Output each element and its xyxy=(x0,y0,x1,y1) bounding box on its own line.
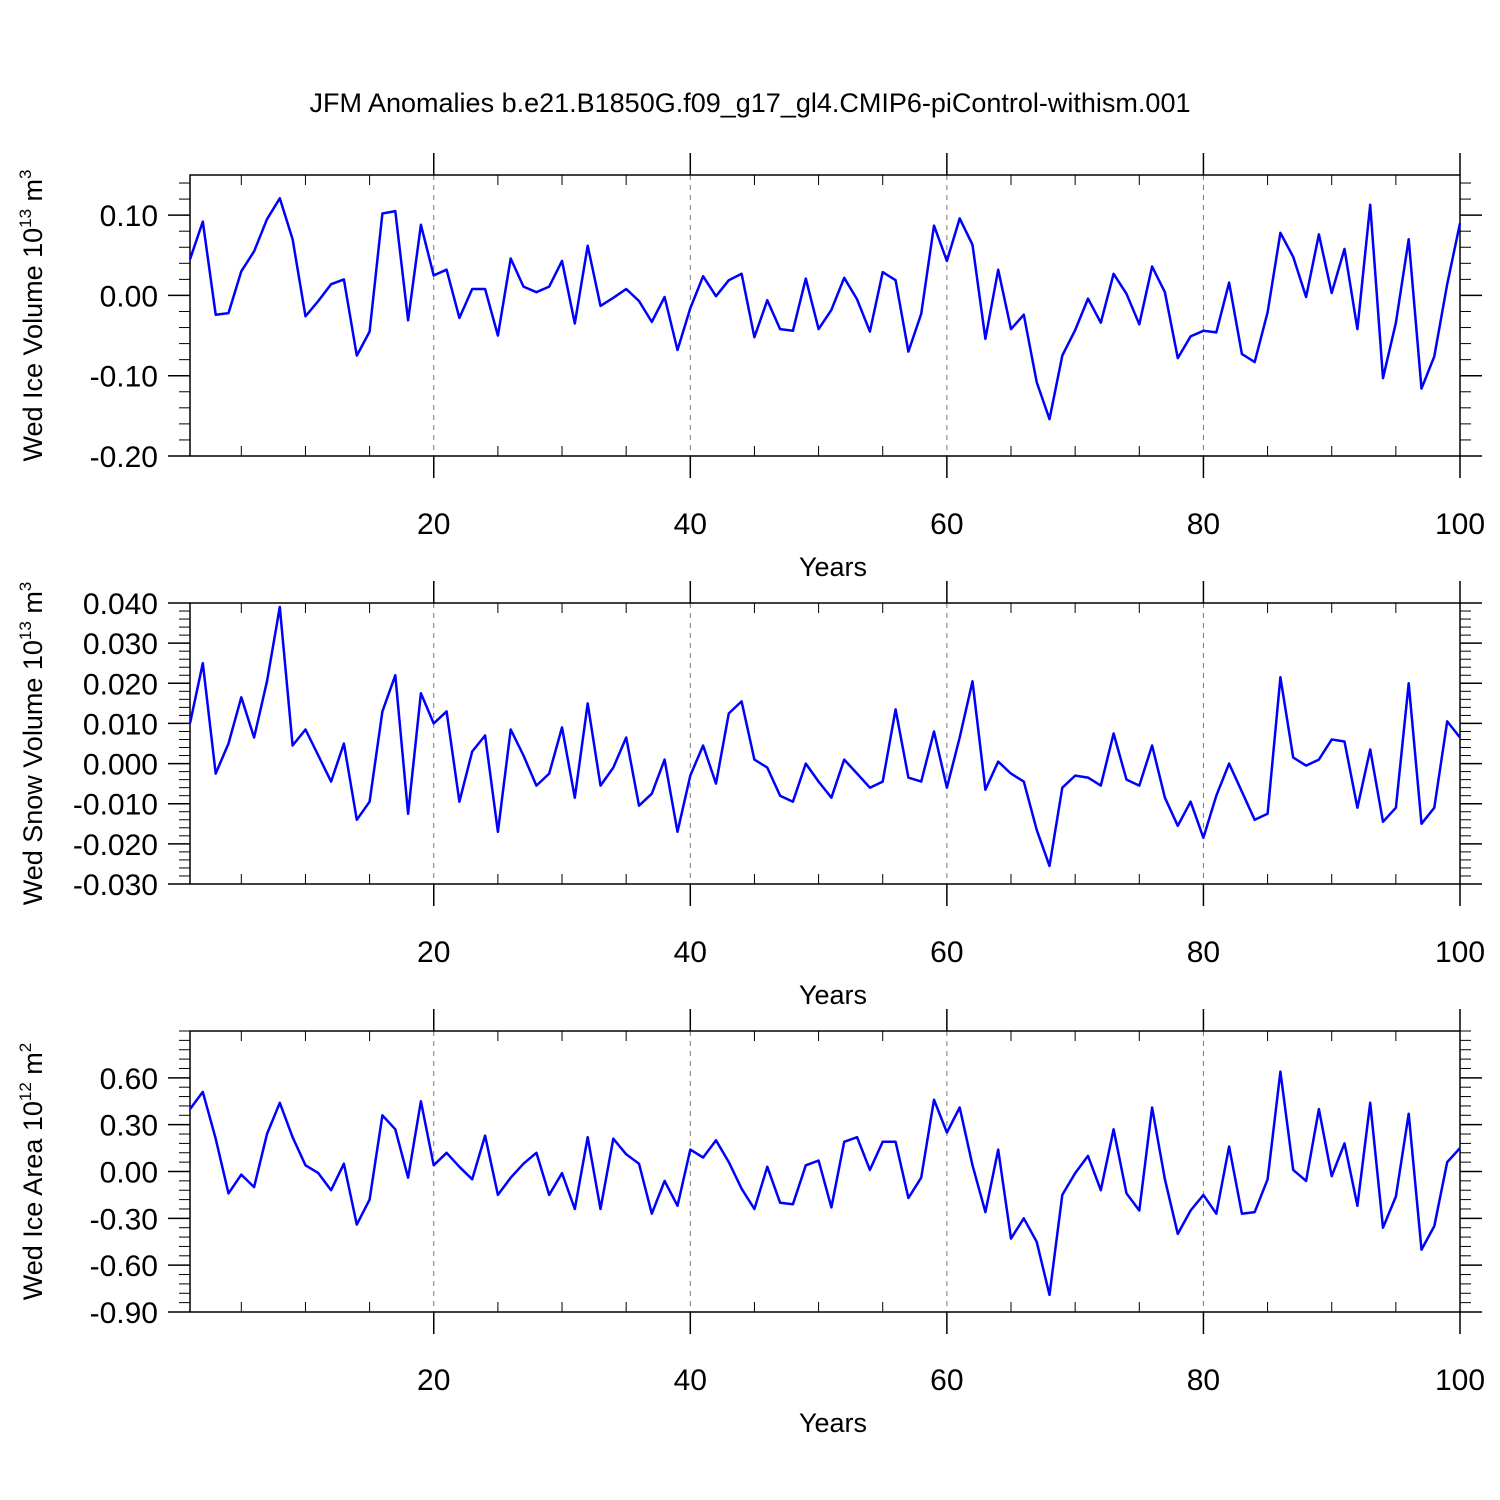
y-tick-label: 0.020 xyxy=(83,668,158,701)
x-tick-label: 60 xyxy=(930,936,963,969)
x-axis-label: Years xyxy=(799,1408,867,1438)
y-tick-label: -0.10 xyxy=(90,361,158,394)
x-tick-label: 20 xyxy=(417,1364,450,1397)
y-axis-label: Wed Ice Area 1012 m2 xyxy=(16,1043,48,1301)
x-tick-label: 40 xyxy=(674,936,707,969)
y-tick-label: 0.010 xyxy=(83,708,158,741)
figure-title: JFM Anomalies b.e21.B1850G.f09_g17_gl4.C… xyxy=(310,88,1191,118)
panel-1: -0.20 -0.10 0.00 0.10 20 40 60 80 100 Years Wed Ic… xyxy=(16,153,1485,582)
y-tick-label: 0.00 xyxy=(100,1157,158,1190)
plot-frame xyxy=(189,602,1461,885)
y-tick-label: 0.60 xyxy=(100,1063,158,1096)
y-tick-label: 0.000 xyxy=(83,749,158,782)
y-tick-label: 0.30 xyxy=(100,1110,158,1143)
y-tick-label: -0.90 xyxy=(90,1297,158,1330)
x-tick-label: 40 xyxy=(674,508,707,541)
y-tick-label: -0.60 xyxy=(90,1250,158,1283)
y-tick-label: 0.10 xyxy=(100,200,158,233)
plot-frame xyxy=(189,1030,1461,1313)
x-tick-label: 100 xyxy=(1435,508,1485,541)
y-tick-label: 0.00 xyxy=(100,280,158,313)
series-line xyxy=(188,197,1462,421)
x-tick-label: 60 xyxy=(930,1364,963,1397)
y-axis-label: Wed Snow Volume 1013 m3 xyxy=(16,582,48,906)
y-tick-label: -0.020 xyxy=(73,829,158,862)
x-axis-label: Years xyxy=(799,980,867,1010)
panel-3: -0.90 -0.60 -0.30 0.00 0.30 0.60 20 40 60 80 100 Ye… xyxy=(16,1009,1485,1438)
y-tick-label: 0.030 xyxy=(83,628,158,661)
x-tick-label: 80 xyxy=(1187,508,1220,541)
y-tick-label: 0.040 xyxy=(83,588,158,621)
x-tick-label: 20 xyxy=(417,936,450,969)
y-tick-label: -0.30 xyxy=(90,1203,158,1236)
x-tick-label: 80 xyxy=(1187,936,1220,969)
series-line xyxy=(188,605,1461,868)
y-tick-label: -0.010 xyxy=(73,789,158,822)
y-axis-label: Wed Ice Volume 1013 m3 xyxy=(16,169,48,461)
y-tick-label: -0.030 xyxy=(73,869,158,902)
x-tick-label: 20 xyxy=(417,508,450,541)
y-tick-label: -0.20 xyxy=(90,441,158,474)
plot-frame xyxy=(189,174,1461,457)
x-tick-label: 40 xyxy=(674,1364,707,1397)
panel-2: -0.030 -0.020 -0.010 0.000 0.010 0.020 0.030 0.… xyxy=(16,581,1485,1010)
series-line xyxy=(188,1070,1461,1297)
x-tick-label: 60 xyxy=(930,508,963,541)
x-tick-label: 100 xyxy=(1435,1364,1485,1397)
x-tick-label: 100 xyxy=(1435,936,1485,969)
x-tick-label: 80 xyxy=(1187,1364,1220,1397)
x-axis-label: Years xyxy=(799,552,867,582)
